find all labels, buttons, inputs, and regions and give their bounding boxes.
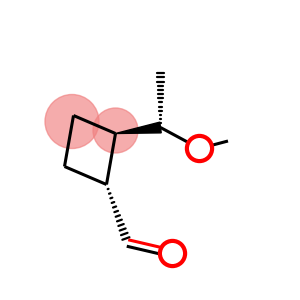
- Circle shape: [93, 108, 138, 153]
- Circle shape: [45, 94, 99, 148]
- Circle shape: [187, 136, 212, 161]
- Polygon shape: [116, 122, 161, 134]
- Circle shape: [160, 241, 185, 266]
